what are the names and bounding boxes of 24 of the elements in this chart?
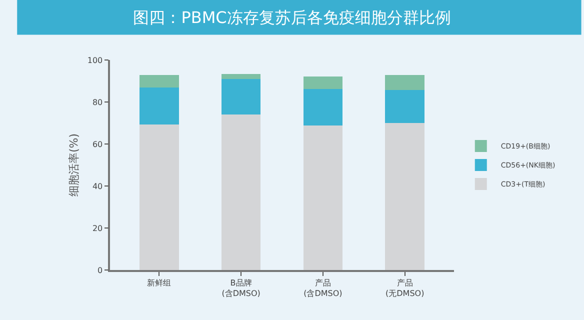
y-axis-title: 细胞活率(%) — [68, 133, 80, 197]
bar — [303, 76, 343, 89]
bar — [139, 75, 179, 88]
y-tick-label: 40 — [92, 182, 103, 191]
y-tick-label: 80 — [92, 98, 103, 107]
y-tick-label: 60 — [92, 140, 103, 149]
bar — [385, 123, 425, 270]
x-tick-label: 新鲜组 — [147, 278, 172, 288]
x-tick-label: 产品 (含DMSO) — [304, 278, 342, 298]
y-tick-label: 100 — [87, 56, 103, 65]
bar — [221, 74, 261, 79]
y-tick-label: 0 — [98, 266, 103, 275]
bar — [139, 124, 179, 270]
x-tick-label: B品牌 (含DMSO) — [222, 278, 260, 298]
x-tick-label: 产品 (无DMSO) — [386, 278, 424, 298]
bar — [385, 75, 425, 90]
chart-title: 图四：PBMC冻存复苏后各免疫细胞分群比例 — [133, 8, 451, 28]
bar — [385, 90, 425, 123]
bar — [221, 78, 261, 115]
bar — [139, 87, 179, 124]
bar — [221, 114, 261, 270]
bar — [303, 88, 343, 126]
bar — [303, 126, 343, 270]
y-tick-label: 20 — [92, 224, 103, 233]
